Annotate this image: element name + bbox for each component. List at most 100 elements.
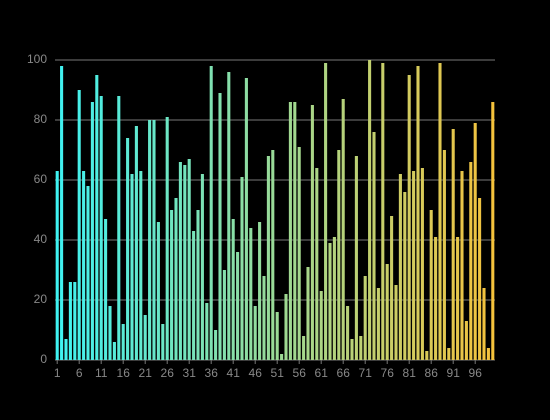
y-tick-label: 0 — [40, 352, 47, 366]
bar — [456, 237, 460, 360]
bar — [205, 303, 209, 360]
x-tick-label: 6 — [76, 366, 83, 380]
x-tick-label: 11 — [95, 366, 108, 380]
bar — [359, 336, 363, 360]
bar — [478, 198, 482, 360]
bar — [161, 324, 165, 360]
bar — [86, 186, 90, 360]
bar — [372, 132, 376, 360]
bar — [214, 330, 218, 360]
bar — [315, 168, 319, 360]
bar — [121, 324, 125, 360]
bar — [280, 354, 284, 360]
x-tick-label: 16 — [117, 366, 131, 380]
bar — [209, 66, 213, 360]
bar — [240, 177, 244, 360]
x-tick-label: 66 — [337, 366, 351, 380]
bar — [249, 228, 253, 360]
bar — [460, 171, 464, 360]
x-tick-label: 36 — [205, 366, 219, 380]
bar — [346, 306, 350, 360]
bar — [200, 174, 204, 360]
bar — [236, 252, 240, 360]
bar — [337, 150, 341, 360]
bar — [117, 96, 121, 360]
bar — [385, 264, 389, 360]
bar — [403, 192, 407, 360]
bar — [332, 237, 336, 360]
x-tick-label: 26 — [161, 366, 175, 380]
bar — [368, 60, 372, 360]
x-tick-label: 56 — [293, 366, 307, 380]
bar — [134, 126, 138, 360]
bar — [152, 120, 156, 360]
x-tick-label: 76 — [381, 366, 395, 380]
bar — [196, 210, 200, 360]
x-tick-label: 91 — [447, 366, 461, 380]
bar — [170, 210, 174, 360]
x-tick-label: 21 — [139, 366, 153, 380]
bar — [271, 150, 275, 360]
bar — [425, 351, 429, 360]
x-tick-label: 86 — [425, 366, 439, 380]
bar — [288, 102, 292, 360]
bar — [112, 342, 116, 360]
bar — [60, 66, 64, 360]
bar — [398, 174, 402, 360]
y-tick-label: 100 — [27, 52, 47, 66]
bar — [319, 291, 323, 360]
bar — [139, 171, 143, 360]
bar — [350, 339, 354, 360]
x-tick-label: 1 — [54, 366, 61, 380]
bar — [82, 171, 86, 360]
bar — [491, 102, 495, 360]
bar — [324, 63, 328, 360]
bar — [420, 168, 424, 360]
bar — [310, 105, 314, 360]
y-tick-label: 20 — [34, 292, 48, 306]
bar — [394, 285, 398, 360]
bar — [68, 282, 72, 360]
bar — [442, 150, 446, 360]
bar — [99, 96, 103, 360]
bar — [73, 282, 77, 360]
bar — [218, 93, 222, 360]
x-tick-label: 61 — [315, 366, 329, 380]
bar — [227, 72, 231, 360]
bar — [148, 120, 152, 360]
bar — [302, 336, 306, 360]
x-tick-label: 81 — [403, 366, 417, 380]
bar — [222, 270, 226, 360]
bar — [284, 294, 288, 360]
bar — [482, 288, 486, 360]
bar — [407, 75, 411, 360]
bar — [306, 267, 310, 360]
bar — [258, 222, 262, 360]
bar — [143, 315, 147, 360]
bar — [451, 129, 455, 360]
bar — [95, 75, 99, 360]
bar — [297, 147, 301, 360]
bar — [438, 63, 442, 360]
bar — [253, 306, 257, 360]
bar — [108, 306, 112, 360]
bar — [130, 174, 134, 360]
bar — [90, 102, 94, 360]
bar — [376, 288, 380, 360]
bar — [183, 165, 187, 360]
x-tick-label: 71 — [359, 366, 373, 380]
bar — [328, 243, 332, 360]
bar — [354, 156, 358, 360]
bar — [64, 339, 68, 360]
bar — [464, 321, 468, 360]
bar — [156, 222, 160, 360]
bar — [381, 63, 385, 360]
x-tick-label: 46 — [249, 366, 263, 380]
bar — [244, 78, 248, 360]
bar — [77, 90, 81, 360]
bar — [55, 171, 59, 360]
bar — [262, 276, 266, 360]
bar — [412, 171, 416, 360]
bar — [165, 117, 169, 360]
